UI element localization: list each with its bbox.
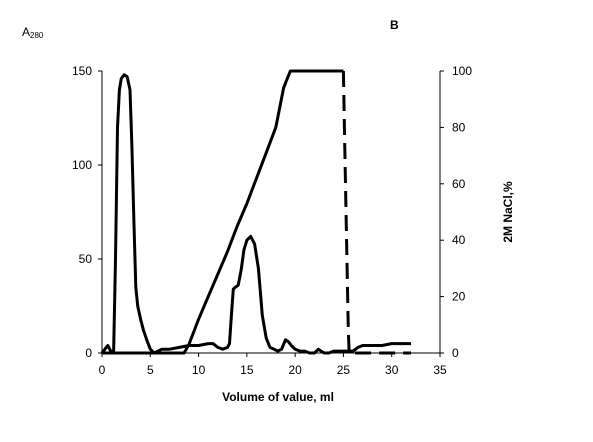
x-tick-label: 35 [433,363,447,377]
right-y-tick-label: 0 [452,346,459,360]
right-y-ticks: 0 20 40 60 80 100 [440,64,472,360]
x-tick-label: 25 [337,363,351,377]
x-tick-label: 5 [147,363,154,377]
x-tick-label: 20 [288,363,302,377]
left-axis-title: A280 [22,25,44,40]
left-y-tick-label: 50 [79,252,93,266]
left-y-tick-label: 100 [72,158,92,172]
right-axis-title: 2M NaCl,% [501,181,515,243]
x-tick-label: 15 [240,363,254,377]
series-layer [100,69,411,355]
series-line-1 [100,73,411,355]
x-ticks: 0 5 10 15 20 25 30 35 [99,353,447,377]
right-y-tick-label: 20 [452,290,466,304]
right-y-tick-label: 40 [452,233,466,247]
x-axis-title: Volume of value, ml [222,390,334,404]
left-y-tick-label: 0 [85,346,92,360]
left-y-ticks: 0 50 100 150 [72,64,102,360]
series-line-3 [341,70,411,355]
panel-label: B [390,18,399,32]
right-y-tick-label: 80 [452,120,466,134]
left-axis-title-sub: 280 [30,31,44,40]
x-tick-label: 0 [99,363,106,377]
left-y-tick-label: 150 [72,64,92,78]
series-line-2 [102,69,344,355]
left-axis-title-main: A [22,25,30,39]
right-y-tick-label: 60 [452,177,466,191]
right-y-tick-label: 100 [452,64,472,78]
x-tick-label: 10 [192,363,206,377]
x-tick-label: 30 [385,363,399,377]
